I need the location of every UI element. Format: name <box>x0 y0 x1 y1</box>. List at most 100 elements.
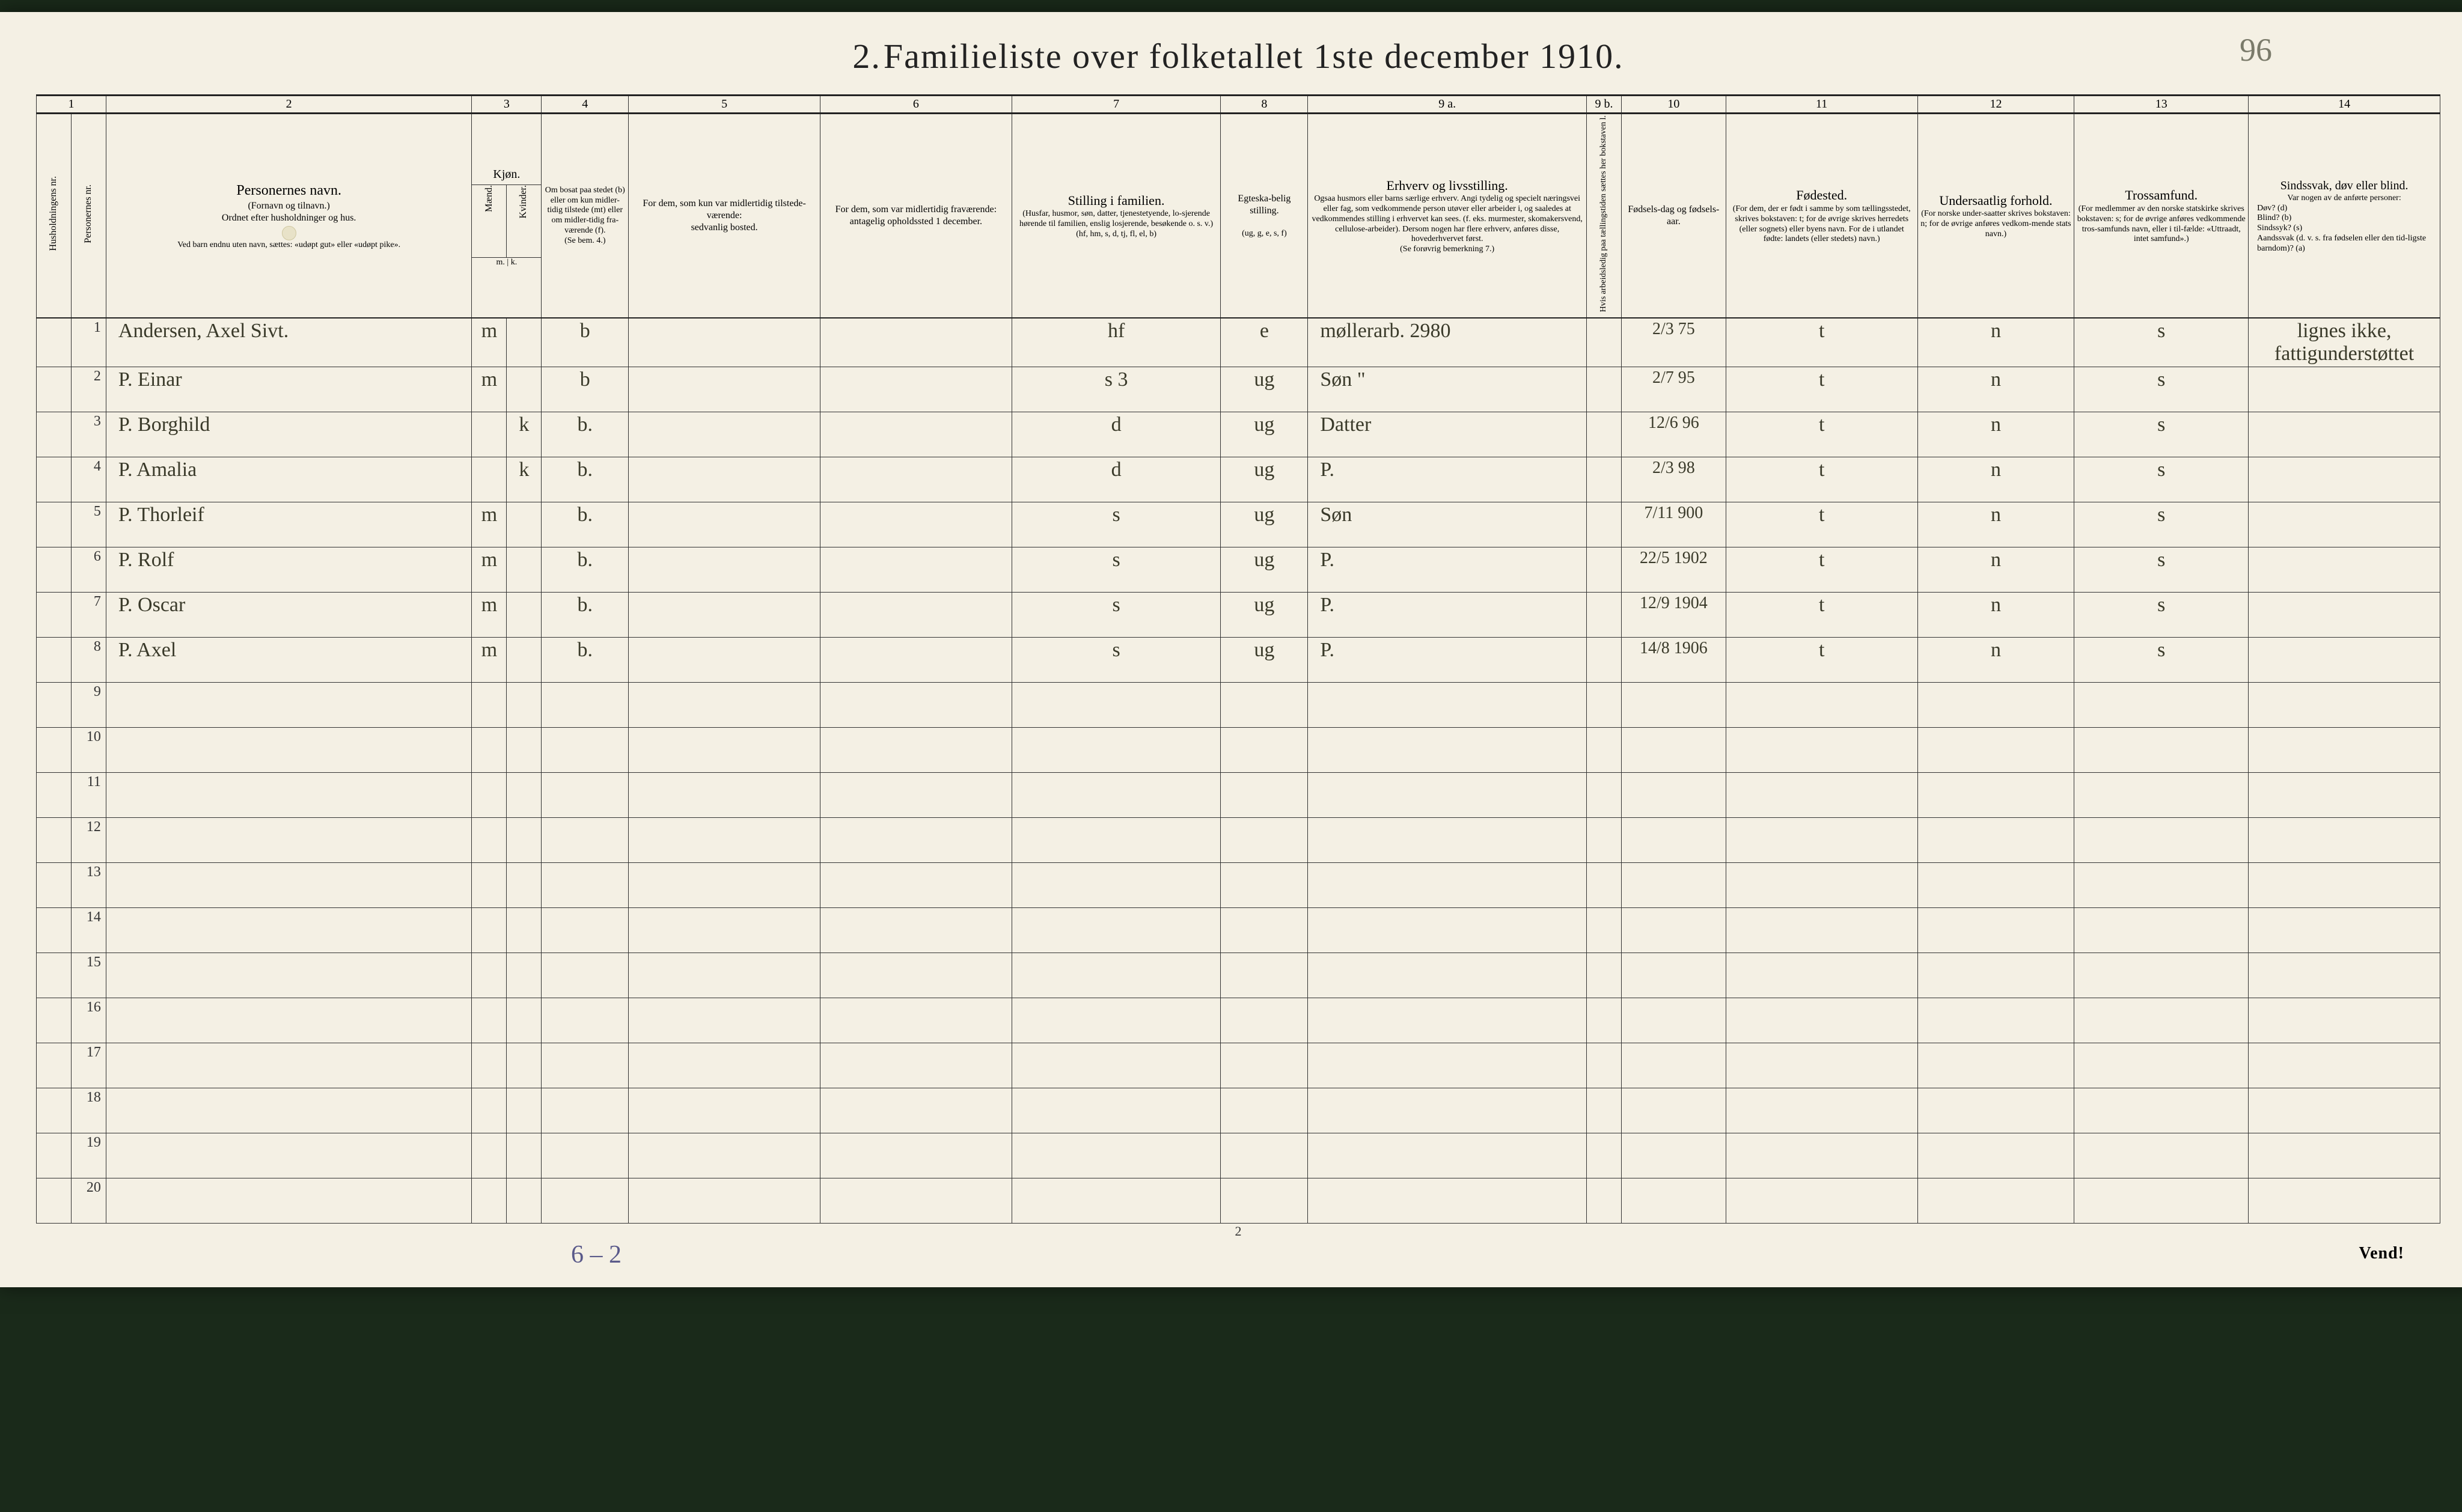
cell-birthdate <box>1621 908 1726 953</box>
cell-unemployed <box>1587 593 1622 638</box>
cell-occupation <box>1308 683 1587 728</box>
cell-unemployed <box>1587 863 1622 908</box>
cell-occupation: Søn " <box>1308 367 1587 412</box>
cell-name <box>106 1043 472 1088</box>
cell-sex-k <box>507 728 542 773</box>
cell-sex-m <box>472 863 507 908</box>
cell-unemployed <box>1587 908 1622 953</box>
cell-birthplace <box>1726 863 1917 908</box>
cell-name: P. Axel <box>106 638 472 683</box>
cell-unemployed <box>1587 412 1622 457</box>
cell-birthplace: t <box>1726 318 1917 367</box>
cell-temp-present <box>629 318 820 367</box>
cell-household-nr <box>37 728 72 773</box>
cell-birthplace: t <box>1726 412 1917 457</box>
cell-temp-absent <box>820 998 1012 1043</box>
cell-birthdate: 2/3 75 <box>1621 318 1726 367</box>
cell-occupation: Datter <box>1308 412 1587 457</box>
table-row: 4P. Amaliakb.dugP.2/3 98tns <box>37 457 2440 502</box>
cell-temp-absent <box>820 908 1012 953</box>
cell-disability: lignes ikke, fattigunderstøttet <box>2249 318 2440 367</box>
cell-temp-absent <box>820 412 1012 457</box>
hdr-sex: Kjøn. Mænd. Kvinder. m. | k. <box>472 114 542 319</box>
cell-household-nr <box>37 1088 72 1133</box>
cell-sex-k <box>507 1133 542 1178</box>
cell-marital <box>1221 1178 1308 1224</box>
column-number-row: 1 2 3 4 5 6 7 8 9 a. 9 b. 10 11 12 13 14 <box>37 96 2440 114</box>
cell-birthplace <box>1726 1133 1917 1178</box>
cell-marital <box>1221 683 1308 728</box>
cell-birthdate <box>1621 1178 1726 1224</box>
cell-disability <box>2249 683 2440 728</box>
hdr-household-nr: Husholdningens nr. <box>37 114 72 319</box>
cell-person-nr: 13 <box>71 863 106 908</box>
cell-nationality <box>1917 1133 2074 1178</box>
cell-sex-k: k <box>507 412 542 457</box>
cell-occupation <box>1308 1133 1587 1178</box>
cell-birthdate <box>1621 1043 1726 1088</box>
colnum-2: 2 <box>106 96 472 114</box>
cell-unemployed <box>1587 367 1622 412</box>
cell-religion <box>2074 728 2249 773</box>
cell-family-position: d <box>1012 457 1221 502</box>
cell-residence <box>542 1043 629 1088</box>
table-row: 2P. Einarmbs 3ugSøn "2/7 95tns <box>37 367 2440 412</box>
cell-unemployed <box>1587 953 1622 998</box>
cell-person-nr: 12 <box>71 818 106 863</box>
table-row: 20 <box>37 1178 2440 1224</box>
cell-household-nr <box>37 502 72 547</box>
cell-person-nr: 3 <box>71 412 106 457</box>
cell-occupation <box>1308 953 1587 998</box>
cell-birthdate <box>1621 1133 1726 1178</box>
cell-temp-absent <box>820 773 1012 818</box>
cell-religion: s <box>2074 638 2249 683</box>
cell-temp-absent <box>820 1043 1012 1088</box>
cell-sex-k <box>507 998 542 1043</box>
cell-family-position <box>1012 1043 1221 1088</box>
cell-disability <box>2249 1088 2440 1133</box>
table-row: 14 <box>37 908 2440 953</box>
table-body: 1Andersen, Axel Sivt.mbhfemøllerarb. 298… <box>37 318 2440 1224</box>
table-row: 18 <box>37 1088 2440 1133</box>
cell-sex-k <box>507 773 542 818</box>
cell-marital: ug <box>1221 593 1308 638</box>
cell-name <box>106 1178 472 1224</box>
cell-name <box>106 998 472 1043</box>
cell-family-position <box>1012 1088 1221 1133</box>
cell-name: P. Borghild <box>106 412 472 457</box>
cell-temp-absent <box>820 1133 1012 1178</box>
folio-number: 2 <box>36 1224 2440 1239</box>
cell-birthdate <box>1621 998 1726 1043</box>
colnum-14: 14 <box>2249 96 2440 114</box>
cell-occupation: P. <box>1308 457 1587 502</box>
cell-sex-m <box>472 1133 507 1178</box>
cell-marital <box>1221 998 1308 1043</box>
cell-sex-m: m <box>472 638 507 683</box>
cell-residence <box>542 683 629 728</box>
cell-birthdate: 12/6 96 <box>1621 412 1726 457</box>
cell-birthplace: t <box>1726 457 1917 502</box>
cell-disability <box>2249 367 2440 412</box>
cell-disability <box>2249 728 2440 773</box>
cell-disability <box>2249 818 2440 863</box>
table-row: 10 <box>37 728 2440 773</box>
cell-religion <box>2074 863 2249 908</box>
cell-temp-absent <box>820 953 1012 998</box>
cell-temp-absent <box>820 502 1012 547</box>
hdr-marital: Egteska-belig stilling. (ug, g, e, s, f) <box>1221 114 1308 319</box>
cell-birthdate: 22/5 1902 <box>1621 547 1726 593</box>
cell-name: Andersen, Axel Sivt. <box>106 318 472 367</box>
cell-sex-k <box>507 1178 542 1224</box>
cell-nationality <box>1917 1178 2074 1224</box>
cell-temp-absent <box>820 1088 1012 1133</box>
cell-family-position: s <box>1012 502 1221 547</box>
cell-birthdate <box>1621 818 1726 863</box>
hdr-birthdate: Fødsels-dag og fødsels-aar. <box>1621 114 1726 319</box>
cell-temp-absent <box>820 863 1012 908</box>
cell-marital <box>1221 1088 1308 1133</box>
colnum-9a: 9 a. <box>1308 96 1587 114</box>
cell-name <box>106 1088 472 1133</box>
cell-disability <box>2249 953 2440 998</box>
cell-temp-absent <box>820 367 1012 412</box>
cell-occupation <box>1308 728 1587 773</box>
